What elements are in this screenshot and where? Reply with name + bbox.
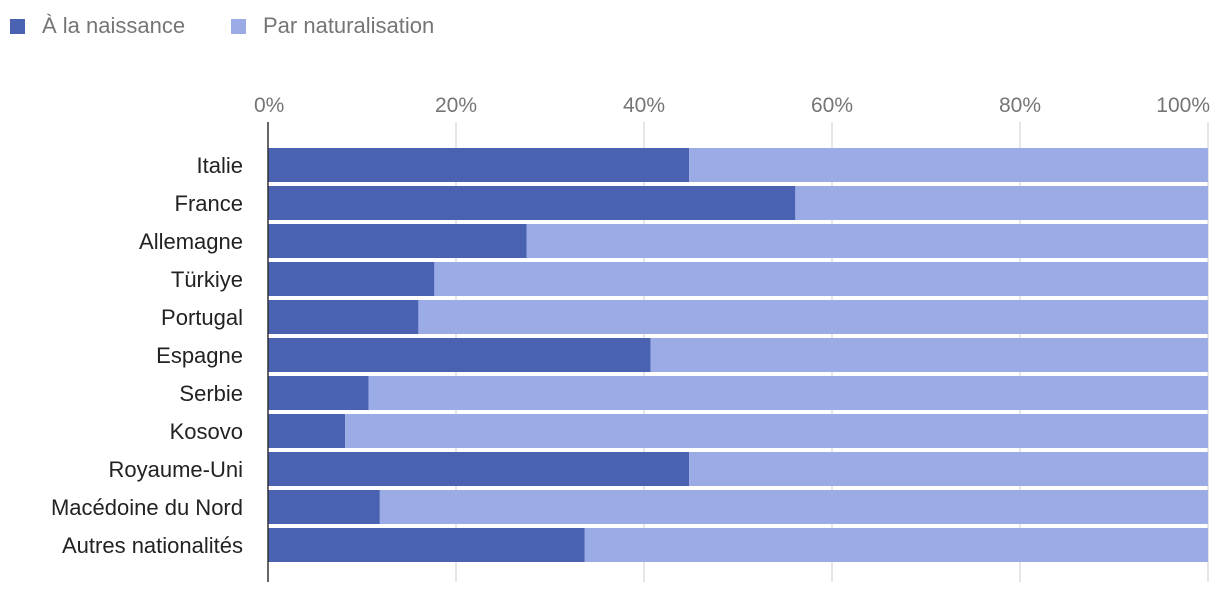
category-label: France: [175, 191, 243, 216]
category-label: Royaume-Uni: [109, 457, 244, 482]
bar-naissance: [268, 452, 690, 486]
bar-naissance: [268, 148, 690, 182]
x-tick-label: 0%: [254, 94, 284, 117]
bar-naturalisation: [368, 376, 1209, 410]
legend-label-1: À la naissance: [42, 13, 185, 38]
bar-naissance: [268, 300, 419, 334]
category-label: Espagne: [156, 343, 243, 368]
bars: [268, 148, 1209, 562]
category-label: Türkiye: [171, 267, 243, 292]
bar-naissance: [268, 376, 369, 410]
bar-naissance: [268, 414, 346, 448]
legend: À la naissance Par naturalisation: [10, 13, 434, 38]
x-tick-label: 100%: [1156, 94, 1210, 117]
bar-naissance: [268, 186, 796, 220]
bar-naissance: [268, 262, 435, 296]
category-label: Italie: [197, 153, 243, 178]
x-tick-label: 40%: [623, 94, 665, 117]
category-label: Macédoine du Nord: [51, 495, 243, 520]
legend-label-2: Par naturalisation: [263, 13, 434, 38]
bar-naturalisation: [345, 414, 1209, 448]
bar-naturalisation: [434, 262, 1208, 296]
bar-naissance: [268, 224, 527, 258]
bar-naissance: [268, 338, 651, 372]
x-tick-label: 20%: [435, 94, 477, 117]
bar-naturalisation: [379, 490, 1208, 524]
legend-swatch-1: [10, 19, 25, 34]
bar-naturalisation: [689, 148, 1208, 182]
bar-naissance: [268, 528, 585, 562]
category-label: Allemagne: [139, 229, 243, 254]
category-label: Portugal: [161, 305, 243, 330]
category-label: Serbie: [179, 381, 243, 406]
x-axis-ticks: 0% 20% 40% 60% 80% 100%: [254, 94, 1210, 117]
x-tick-label: 80%: [999, 94, 1041, 117]
x-tick-label: 60%: [811, 94, 853, 117]
y-axis-categories: Italie France Allemagne Türkiye Portugal Espa…: [51, 153, 243, 558]
bar-naturalisation: [418, 300, 1208, 334]
bar-naturalisation: [526, 224, 1208, 258]
bar-naturalisation: [650, 338, 1208, 372]
bar-naissance: [268, 490, 380, 524]
legend-swatch-2: [231, 19, 246, 34]
category-label: Kosovo: [170, 419, 243, 444]
category-label: Autres nationalités: [62, 533, 243, 558]
bar-naturalisation: [795, 186, 1208, 220]
bar-naturalisation: [689, 452, 1208, 486]
bar-naturalisation: [584, 528, 1208, 562]
